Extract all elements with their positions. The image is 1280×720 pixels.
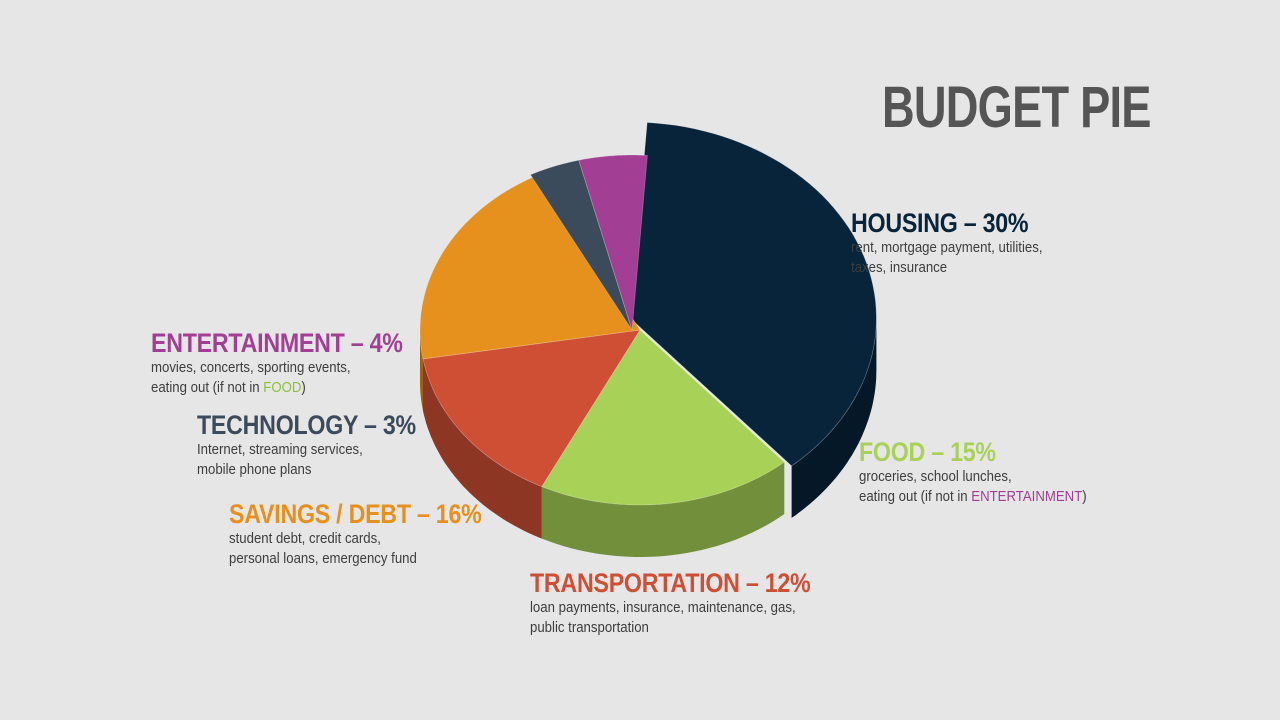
pie-slice-housing (629, 122, 877, 467)
legend-housing-desc: rent, mortgage payment, utilities, taxes… (851, 238, 1042, 278)
pie-side-food (541, 462, 785, 557)
legend-entertainment-label: ENTERTAINMENT (151, 328, 345, 358)
legend-food-heading: FOOD – 15% (859, 437, 1081, 467)
legend-entertainment-value: 4% (369, 328, 403, 358)
pie-slice-entertainment (578, 154, 648, 331)
legend-transportation-value: 12% (764, 568, 811, 598)
separator: – (739, 568, 765, 598)
legend-technology-desc: Internet, streaming services, mobile pho… (197, 440, 421, 480)
separator: – (957, 208, 983, 238)
legend-housing-heading: HOUSING – 30% (851, 208, 1038, 238)
desc-line: student debt, credit cards, (229, 530, 381, 547)
legend-savings-heading: SAVINGS / DEBT – 16% (229, 499, 482, 529)
highlight-food: FOOD (263, 379, 302, 396)
separator: – (344, 328, 370, 358)
desc-line: taxes, insurance (851, 259, 948, 276)
legend-technology-label: TECHNOLOGY (197, 410, 358, 440)
desc-line: public transportation (530, 619, 649, 636)
separator: – (925, 437, 951, 467)
chart-title: BUDGET PIE (882, 75, 1151, 140)
legend-savings-value: 16% (435, 499, 482, 529)
desc-line: mobile phone plans (197, 461, 312, 478)
legend-transportation: TRANSPORTATION – 12% loan payments, insu… (530, 568, 856, 638)
desc-line: eating out (if not in ENTERTAINMENT) (859, 487, 1087, 507)
legend-entertainment-desc: movies, concerts, sporting events, eatin… (151, 358, 409, 398)
pie-side-housing (791, 318, 877, 518)
separator: – (357, 410, 383, 440)
legend-technology-value: 3% (382, 410, 416, 440)
pie-side-savings-debt (420, 330, 423, 411)
pie-slice-savings-debt (419, 174, 641, 360)
desc-line: rent, mortgage payment, utilities, (851, 239, 1043, 256)
desc-line: movies, concerts, sporting events, (151, 359, 351, 376)
pie-slice-food (541, 329, 785, 506)
legend-housing-label: HOUSING (851, 208, 958, 238)
legend-entertainment: ENTERTAINMENT – 4% movies, concerts, spo… (151, 328, 444, 398)
desc-line-start: eating out (if not in (151, 379, 264, 396)
legend-entertainment-heading: ENTERTAINMENT – 4% (151, 328, 403, 358)
desc-line: groceries, school lunches, (859, 468, 1012, 485)
legend-housing: HOUSING – 30% rent, mortgage payment, ut… (851, 208, 1069, 278)
desc-line-end: ) (301, 379, 306, 396)
separator: – (410, 499, 436, 529)
desc-line: personal loans, emergency fund (229, 550, 417, 567)
highlight-entertainment: ENTERTAINMENT (971, 488, 1083, 505)
desc-line: loan payments, insurance, maintenance, g… (530, 599, 796, 616)
legend-transportation-desc: loan payments, insurance, maintenance, g… (530, 598, 817, 638)
legend-savings-desc: student debt, credit cards, personal loa… (229, 529, 487, 569)
legend-transportation-heading: TRANSPORTATION – 12% (530, 568, 811, 598)
pie-slice-technology (529, 159, 633, 331)
legend-savings-label: SAVINGS / DEBT (229, 499, 411, 529)
pie-side-transportation (423, 358, 542, 539)
pie-sides (420, 318, 877, 557)
legend-housing-value: 30% (982, 208, 1029, 238)
legend-transportation-label: TRANSPORTATION (530, 568, 740, 598)
desc-line-end: ) (1082, 488, 1087, 505)
legend-savings-debt: SAVINGS / DEBT – 16% student debt, credi… (229, 499, 523, 569)
legend-food-desc: groceries, school lunches, eating out (i… (859, 467, 1087, 507)
desc-line: Internet, streaming services, (197, 441, 363, 458)
legend-food-value: 15% (950, 437, 996, 467)
legend-technology-heading: TECHNOLOGY – 3% (197, 410, 416, 440)
pie-slice-transportation (422, 329, 641, 488)
desc-line: eating out (if not in FOOD) (151, 378, 409, 398)
desc-line-start: eating out (if not in (859, 488, 972, 505)
legend-food-label: FOOD (859, 437, 926, 467)
legend-food: FOOD – 15% groceries, school lunches, ea… (859, 437, 1118, 507)
legend-technology: TECHNOLOGY – 3% Internet, streaming serv… (197, 410, 452, 480)
pie-tops (419, 122, 877, 506)
